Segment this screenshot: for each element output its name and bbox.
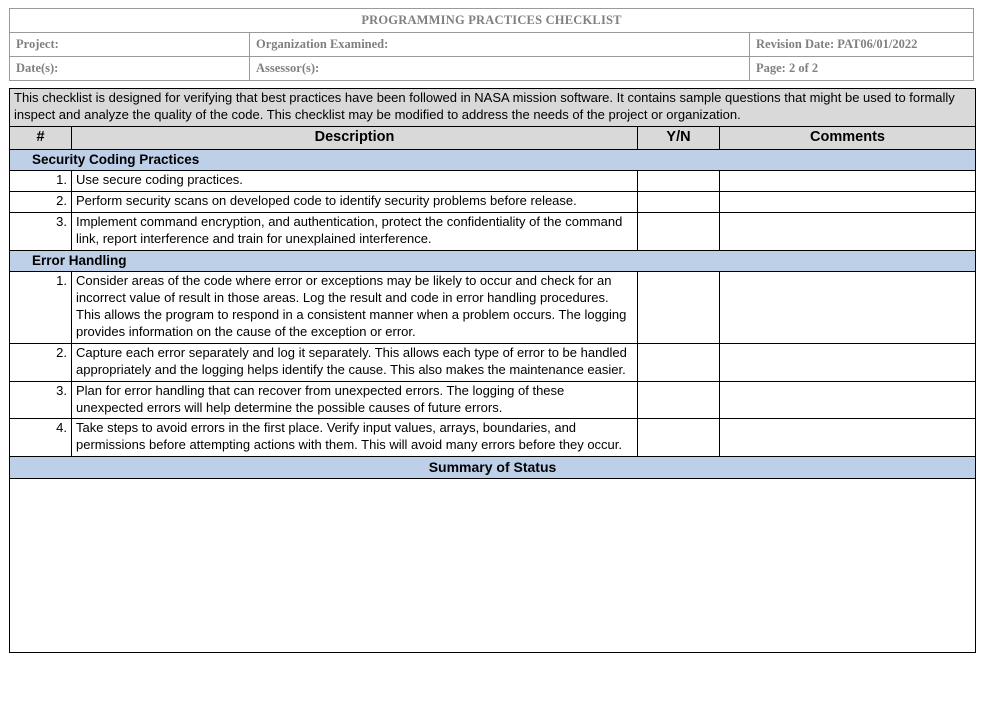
checklist-table: This checklist is designed for verifying… xyxy=(8,88,977,654)
column-header-comments: Comments xyxy=(718,125,977,150)
header-row-1: Project: Organization Examined: Revision… xyxy=(9,32,975,57)
summary-of-status-body[interactable] xyxy=(8,478,977,654)
item-description: Take steps to avoid errors in the first … xyxy=(71,418,638,458)
item-number: 1. xyxy=(9,271,72,344)
item-number: 3. xyxy=(9,380,72,420)
revision-date-field: Revision Date: PAT06/01/2022 xyxy=(748,32,975,57)
checklist-item-row: 4. Take steps to avoid errors in the firs… xyxy=(9,418,977,458)
title-row: PROGRAMMING PRACTICES CHECKLIST xyxy=(8,8,975,33)
checklist-item-row: 2. Perform security scans on developed co… xyxy=(9,191,977,213)
item-description: Plan for error handling that can recover… xyxy=(71,380,638,420)
page-number-field: Page: 2 of 2 xyxy=(748,56,975,81)
checklist-item-row: 2. Capture each error separately and log … xyxy=(9,342,977,382)
checklist-item-row: 1. Use secure coding practices. xyxy=(9,170,977,193)
summary-header-row: Summary of Status xyxy=(8,456,977,480)
header-row-2: Date(s): Assessor(s): Page: 2 of 2 xyxy=(9,56,975,81)
item-yn-input[interactable] xyxy=(637,271,720,344)
intro-text: This checklist is designed for verifying… xyxy=(8,88,977,127)
page-title: PROGRAMMING PRACTICES CHECKLIST xyxy=(8,8,975,33)
item-comments-input[interactable] xyxy=(718,418,977,458)
checklist-item-row: 1. Consider areas of the code where error… xyxy=(9,271,977,344)
summary-body-row xyxy=(8,478,977,654)
item-yn-input[interactable] xyxy=(637,380,720,420)
item-number: 3. xyxy=(9,211,72,251)
item-yn-input[interactable] xyxy=(637,211,720,251)
item-description: Capture each error separately and log it… xyxy=(71,342,638,382)
item-description: Perform security scans on developed code… xyxy=(71,191,638,213)
item-number: 2. xyxy=(9,342,72,382)
item-description: Consider areas of the code where error o… xyxy=(71,271,638,344)
project-field[interactable]: Project: xyxy=(9,32,250,57)
item-description: Use secure coding practices. xyxy=(71,170,638,193)
summary-of-status-title: Summary of Status xyxy=(8,456,977,480)
assessor-field[interactable]: Assessor(s): xyxy=(249,56,750,81)
item-yn-input[interactable] xyxy=(637,342,720,382)
item-comments-input[interactable] xyxy=(718,170,977,193)
item-number: 1. xyxy=(9,170,72,193)
intro-row: This checklist is designed for verifying… xyxy=(8,88,977,127)
column-header-number: # xyxy=(9,125,72,150)
item-description: Implement command encryption, and authen… xyxy=(71,211,638,251)
item-yn-input[interactable] xyxy=(637,418,720,458)
dates-field[interactable]: Date(s): xyxy=(9,56,250,81)
item-comments-input[interactable] xyxy=(718,211,977,251)
column-header-row: # Description Y/N Comments xyxy=(9,125,977,150)
section-title: Error Handling xyxy=(8,249,977,273)
item-comments-input[interactable] xyxy=(718,342,977,382)
checklist-item-row: 3. Plan for error handling that can recov… xyxy=(9,380,977,420)
section-header-row: Error Handling xyxy=(8,249,977,273)
column-header-yn: Y/N xyxy=(637,125,720,150)
item-comments-input[interactable] xyxy=(718,191,977,213)
item-number: 4. xyxy=(9,418,72,458)
item-yn-input[interactable] xyxy=(637,170,720,193)
item-comments-input[interactable] xyxy=(718,380,977,420)
item-yn-input[interactable] xyxy=(637,191,720,213)
item-number: 2. xyxy=(9,191,72,213)
section-header-row: Security Coding Practices xyxy=(8,148,977,172)
organization-field[interactable]: Organization Examined: xyxy=(249,32,750,57)
column-header-description: Description xyxy=(71,125,638,150)
checklist-item-row: 3. Implement command encryption, and auth… xyxy=(9,211,977,251)
document-header-table: PROGRAMMING PRACTICES CHECKLIST Project:… xyxy=(8,8,975,81)
item-comments-input[interactable] xyxy=(718,271,977,344)
section-title: Security Coding Practices xyxy=(8,148,977,172)
